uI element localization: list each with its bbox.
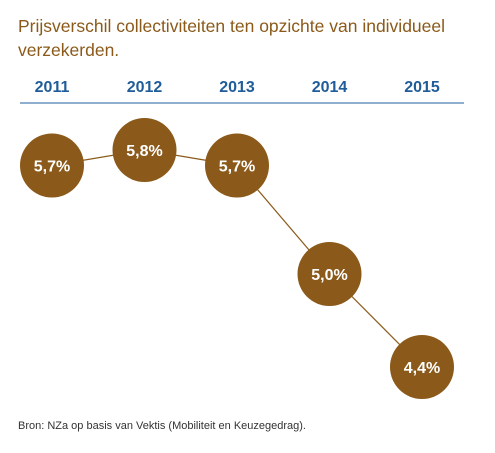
data-label: 4,4% — [404, 360, 440, 377]
data-point-marker — [297, 242, 362, 306]
data-point-2014: 5,0% — [297, 242, 362, 306]
data-label: 5,8% — [126, 143, 162, 160]
year-label-2014: 2014 — [312, 79, 348, 96]
data-point-2013: 5,7% — [205, 133, 269, 198]
data-point-2015: 4,4% — [390, 335, 454, 399]
data-point-marker — [390, 335, 454, 399]
chart-title: Prijsverschil collectiviteiten ten opzic… — [18, 14, 483, 62]
chart-title-line-2: verzekerden. — [18, 40, 120, 60]
data-label: 5,0% — [311, 267, 347, 284]
year-label-2015: 2015 — [404, 79, 440, 96]
data-label: 5,7% — [219, 159, 255, 176]
data-markers: 5,7% 5,8% 5,7% 5,0% 4,4% — [20, 118, 454, 399]
year-label-2011: 2011 — [35, 79, 70, 96]
data-point-2011: 5,7% — [20, 133, 84, 198]
data-point-2012: 5,8% — [112, 118, 177, 182]
year-label-2012: 2012 — [127, 79, 163, 96]
year-axis: 2011 2012 2013 2014 2015 — [20, 79, 464, 104]
data-point-marker — [112, 118, 177, 182]
chart-title-line-1: Prijsverschil collectiviteiten ten opzic… — [18, 16, 446, 36]
data-point-marker — [20, 133, 84, 198]
data-point-marker — [205, 133, 269, 198]
source-note: Bron: NZa op basis van Vektis (Mobilitei… — [18, 420, 306, 432]
year-label-2013: 2013 — [219, 79, 255, 96]
data-label: 5,7% — [34, 159, 70, 176]
